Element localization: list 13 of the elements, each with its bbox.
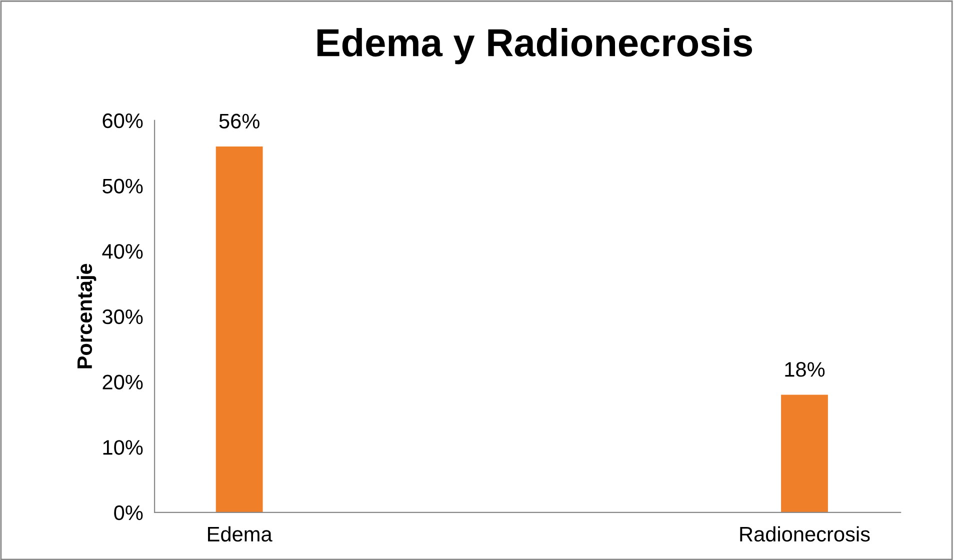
y-axis-title: Porcentaje	[76, 264, 96, 368]
y-tick-label: 0%	[114, 505, 143, 520]
data-label: 56%	[219, 114, 260, 129]
y-tick-label: 30%	[102, 309, 143, 324]
y-tick-label: 60%	[102, 113, 143, 128]
chart-title: Edema y Radionecrosis	[317, 28, 752, 64]
x-tick-label: Edema	[208, 526, 272, 542]
x-tick-label: Radionecrosis	[740, 526, 870, 542]
y-tick-label: 40%	[102, 244, 143, 259]
y-tick-label: 50%	[102, 178, 143, 194]
y-tick-label: 20%	[102, 374, 143, 390]
data-label: 18%	[785, 362, 825, 377]
y-tick-label: 10%	[103, 440, 143, 455]
